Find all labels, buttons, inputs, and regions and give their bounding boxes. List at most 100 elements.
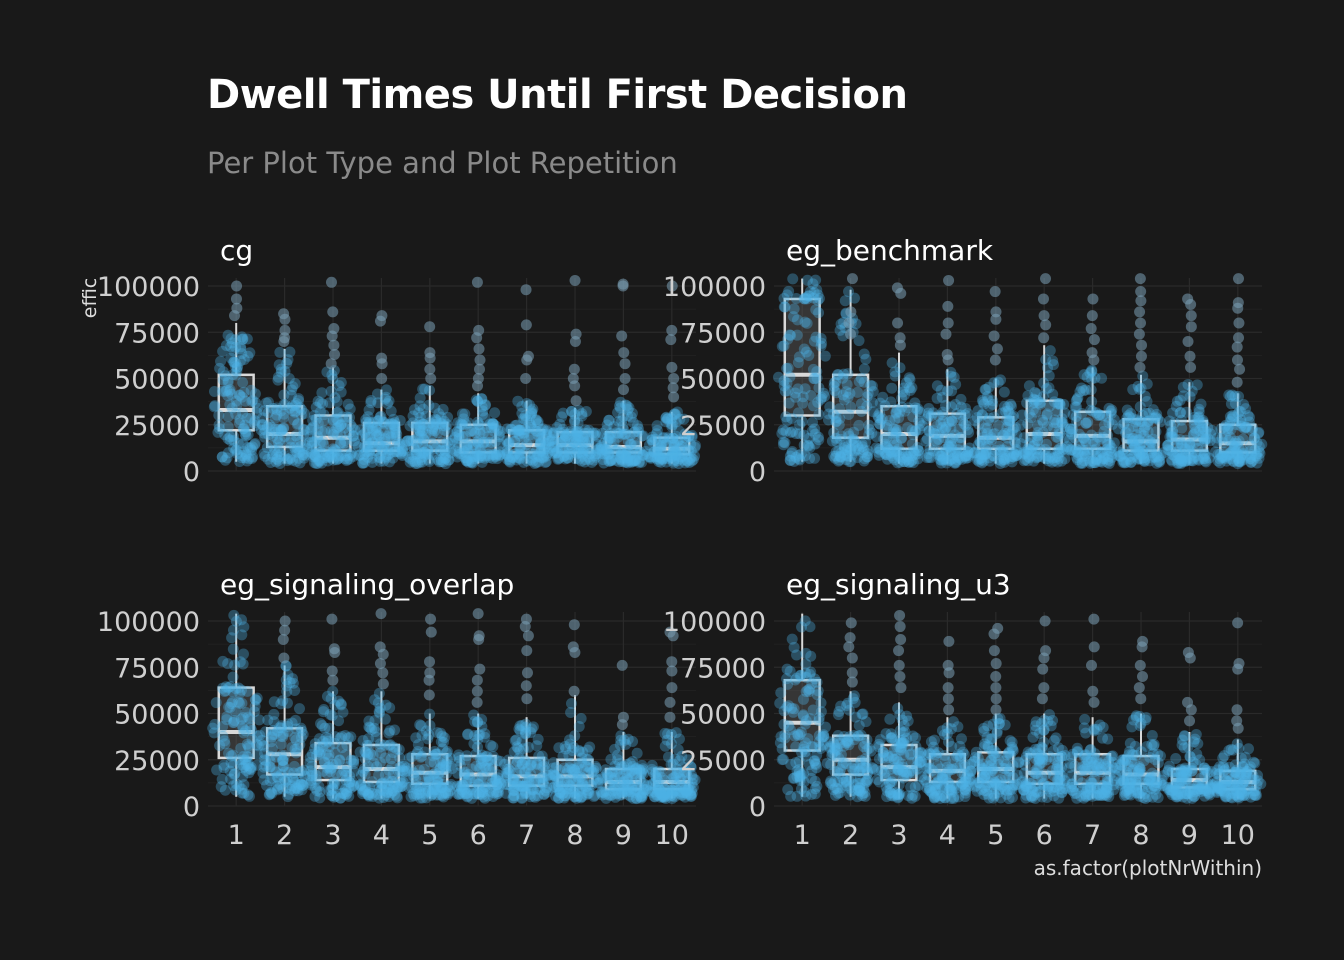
data-point xyxy=(238,386,250,398)
data-point xyxy=(1189,451,1201,463)
data-point xyxy=(322,450,334,462)
data-point xyxy=(575,455,587,467)
data-point xyxy=(583,424,595,436)
data-point xyxy=(365,394,377,406)
data-point xyxy=(472,437,484,449)
data-point xyxy=(451,451,463,463)
data-point xyxy=(595,444,607,456)
data-point xyxy=(372,397,384,409)
data-point xyxy=(271,409,283,421)
data-point xyxy=(453,429,465,441)
data-point xyxy=(501,423,513,435)
outlier-point xyxy=(616,719,628,731)
y-tick-label: 50000 xyxy=(114,365,200,396)
data-point xyxy=(383,418,395,430)
data-point xyxy=(550,446,562,458)
data-point xyxy=(1018,767,1030,779)
data-point xyxy=(284,346,296,358)
data-point xyxy=(341,787,353,799)
data-point xyxy=(778,340,790,352)
data-point xyxy=(430,414,442,426)
data-point xyxy=(784,427,796,439)
data-point xyxy=(655,437,667,449)
data-point xyxy=(809,438,821,450)
data-point xyxy=(306,422,318,434)
outlier-point xyxy=(229,310,241,322)
data-point xyxy=(460,452,472,464)
data-point xyxy=(308,409,320,421)
data-point xyxy=(513,452,525,464)
data-point xyxy=(668,439,680,451)
data-point xyxy=(559,430,571,442)
data-point xyxy=(494,449,506,461)
data-point xyxy=(366,436,378,448)
data-point xyxy=(558,426,570,438)
outlier-point xyxy=(471,674,483,686)
data-point xyxy=(885,396,897,408)
data-point xyxy=(491,448,503,460)
data-point xyxy=(794,419,806,431)
data-point xyxy=(329,444,341,456)
data-point xyxy=(242,429,254,441)
points-7 xyxy=(500,284,556,469)
data-point xyxy=(439,448,451,460)
data-point xyxy=(544,435,556,447)
data-point xyxy=(366,456,378,468)
data-point xyxy=(678,413,690,425)
outlier-point xyxy=(843,317,855,329)
data-point xyxy=(225,750,237,762)
data-point xyxy=(571,425,583,437)
data-point xyxy=(501,448,513,460)
data-point xyxy=(898,382,910,394)
outlier-point xyxy=(1136,339,1148,351)
data-point xyxy=(389,417,401,429)
outlier-point xyxy=(618,384,630,396)
data-point xyxy=(414,411,426,423)
data-point xyxy=(981,427,993,439)
data-point xyxy=(602,770,614,782)
data-point xyxy=(408,442,420,454)
data-point xyxy=(316,457,328,469)
data-point xyxy=(605,428,617,440)
data-point xyxy=(411,457,423,469)
outlier-point xyxy=(1088,334,1100,346)
data-point xyxy=(863,429,875,441)
data-point xyxy=(1091,723,1103,735)
data-point xyxy=(784,371,796,383)
data-point xyxy=(630,455,642,467)
data-point xyxy=(360,416,372,428)
data-point xyxy=(509,448,521,460)
data-point xyxy=(591,444,603,456)
data-point xyxy=(954,452,966,464)
data-point xyxy=(232,437,244,449)
data-point xyxy=(799,316,811,328)
data-point xyxy=(364,448,376,460)
data-point xyxy=(661,453,673,465)
data-point xyxy=(838,444,850,456)
data-point xyxy=(526,405,538,417)
data-point xyxy=(532,418,544,430)
data-point xyxy=(1174,394,1186,406)
data-point xyxy=(297,449,309,461)
data-point xyxy=(784,454,796,466)
data-point xyxy=(524,417,536,429)
data-point xyxy=(1125,456,1137,468)
data-point xyxy=(445,447,457,459)
data-point xyxy=(786,447,798,459)
data-point xyxy=(809,758,821,770)
y-tick-label: 0 xyxy=(749,457,766,488)
data-point xyxy=(282,453,294,465)
box-10 xyxy=(653,411,691,464)
data-point xyxy=(857,761,869,773)
box-5 xyxy=(411,385,449,464)
data-point xyxy=(370,429,382,441)
data-point xyxy=(845,435,857,447)
data-point xyxy=(349,424,361,436)
data-point xyxy=(383,395,395,407)
data-point xyxy=(667,447,679,459)
data-point xyxy=(241,412,253,424)
data-point xyxy=(827,408,839,420)
data-point xyxy=(575,446,587,458)
data-point xyxy=(473,419,485,431)
data-point xyxy=(423,456,435,468)
